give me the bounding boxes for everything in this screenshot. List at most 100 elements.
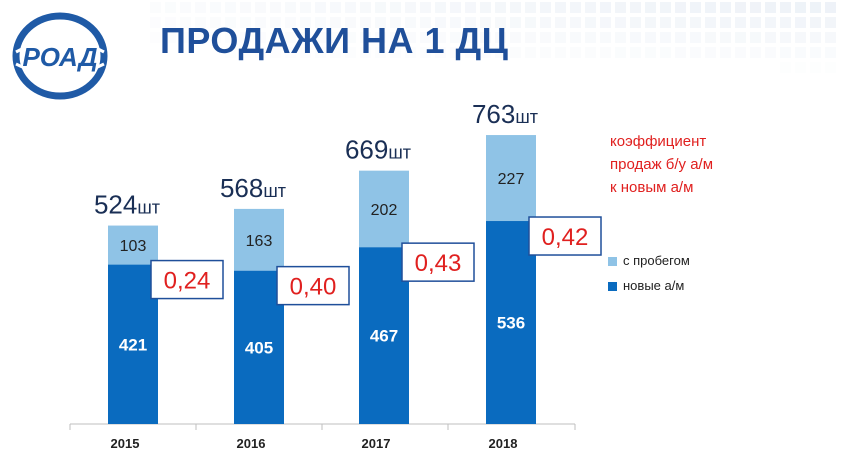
decorative-square (705, 47, 716, 58)
decorative-square (765, 17, 776, 28)
decorative-square (195, 17, 206, 28)
decorative-square (525, 47, 536, 58)
decorative-square (345, 17, 356, 28)
decorative-square (195, 2, 206, 13)
decorative-square (330, 2, 341, 13)
x-tick-label-2016: 2016 (237, 436, 266, 451)
decorative-square (720, 32, 731, 43)
decorative-square (615, 17, 626, 28)
ratio-value-2018: 0,42 (542, 224, 589, 251)
total-label-2015: 524шт (94, 190, 160, 220)
x-tick-label-2017: 2017 (362, 436, 391, 451)
decorative-square (525, 32, 536, 43)
data-label-new-2017: 467 (370, 327, 398, 346)
decorative-square (450, 17, 461, 28)
decorative-square (795, 17, 806, 28)
decorative-square (360, 32, 371, 43)
decorative-square (570, 17, 581, 28)
logo-ring-icon (12, 12, 108, 100)
decorative-square (690, 2, 701, 13)
decorative-square (690, 32, 701, 43)
decorative-square (390, 32, 401, 43)
decorative-square (540, 2, 551, 13)
decorative-square (585, 17, 596, 28)
decorative-square (735, 17, 746, 28)
bar-used-2018 (486, 135, 536, 222)
decorative-square (210, 17, 221, 28)
legend-swatch-new (608, 282, 617, 292)
decorative-square (810, 17, 821, 28)
ratio-box-2015 (150, 259, 224, 300)
decorative-square (705, 2, 716, 13)
decorative-square (495, 17, 506, 28)
decorative-square (675, 2, 686, 13)
decorative-square (270, 2, 281, 13)
decorative-square (435, 17, 446, 28)
bar-new-2017 (359, 247, 409, 424)
decorative-square (495, 2, 506, 13)
data-label-new-2018: 536 (497, 314, 525, 333)
decorative-square (495, 32, 506, 43)
decorative-square (165, 2, 176, 13)
decorative-square (510, 17, 521, 28)
decorative-square (330, 32, 341, 43)
decorative-square (255, 17, 266, 28)
logo-text: РОАД (22, 42, 97, 72)
decorative-square (795, 32, 806, 43)
decorative-square (705, 17, 716, 28)
legend-item-new: новые а/м (608, 278, 684, 293)
decorative-square (645, 17, 656, 28)
ratio-value-2017: 0,43 (415, 250, 462, 277)
decorative-square (330, 17, 341, 28)
decorative-square (600, 32, 611, 43)
decorative-square (750, 32, 761, 43)
decorative-square (750, 47, 761, 58)
decorative-square (645, 47, 656, 58)
decorative-square (555, 17, 566, 28)
decorative-square (645, 2, 656, 13)
decorative-square (300, 17, 311, 28)
decorative-square (555, 2, 566, 13)
decorative-square (420, 32, 431, 43)
decorative-square (615, 47, 626, 58)
decorative-square (615, 2, 626, 13)
decorative-square (315, 17, 326, 28)
decorative-square (570, 47, 581, 58)
decorative-square (585, 32, 596, 43)
decorative-square (630, 2, 641, 13)
decorative-square (240, 17, 251, 28)
decorative-square (825, 47, 836, 58)
decorative-square (795, 47, 806, 58)
data-label-new-2016: 405 (245, 338, 273, 357)
decorative-square (315, 32, 326, 43)
decorative-square (210, 2, 221, 13)
decorative-square (645, 32, 656, 43)
x-tick-label-2015: 2015 (111, 436, 140, 451)
decorative-square (630, 47, 641, 58)
decorative-square (225, 2, 236, 13)
decorative-square (465, 2, 476, 13)
total-label-2017: 669шт (345, 135, 411, 165)
decorative-square (285, 32, 296, 43)
decorative-square (300, 32, 311, 43)
decorative-square (600, 17, 611, 28)
decorative-square (825, 2, 836, 13)
data-label-used-2015: 103 (120, 238, 147, 255)
ratio-value-2015: 0,24 (164, 268, 211, 295)
decorative-square (180, 2, 191, 13)
decorative-square (810, 47, 821, 58)
decorative-square (450, 32, 461, 43)
decorative-square (720, 2, 731, 13)
data-label-new-2015: 421 (119, 335, 147, 354)
decorative-square (315, 2, 326, 13)
decorative-square (660, 47, 671, 58)
decorative-square (540, 32, 551, 43)
decorative-square (660, 32, 671, 43)
bar-new-2016 (234, 270, 284, 424)
x-tick-label-2018: 2018 (489, 436, 518, 451)
decorative-square (405, 2, 416, 13)
decorative-square (570, 2, 581, 13)
decorative-square (435, 32, 446, 43)
decorative-square (690, 47, 701, 58)
decorative-square (780, 47, 791, 58)
